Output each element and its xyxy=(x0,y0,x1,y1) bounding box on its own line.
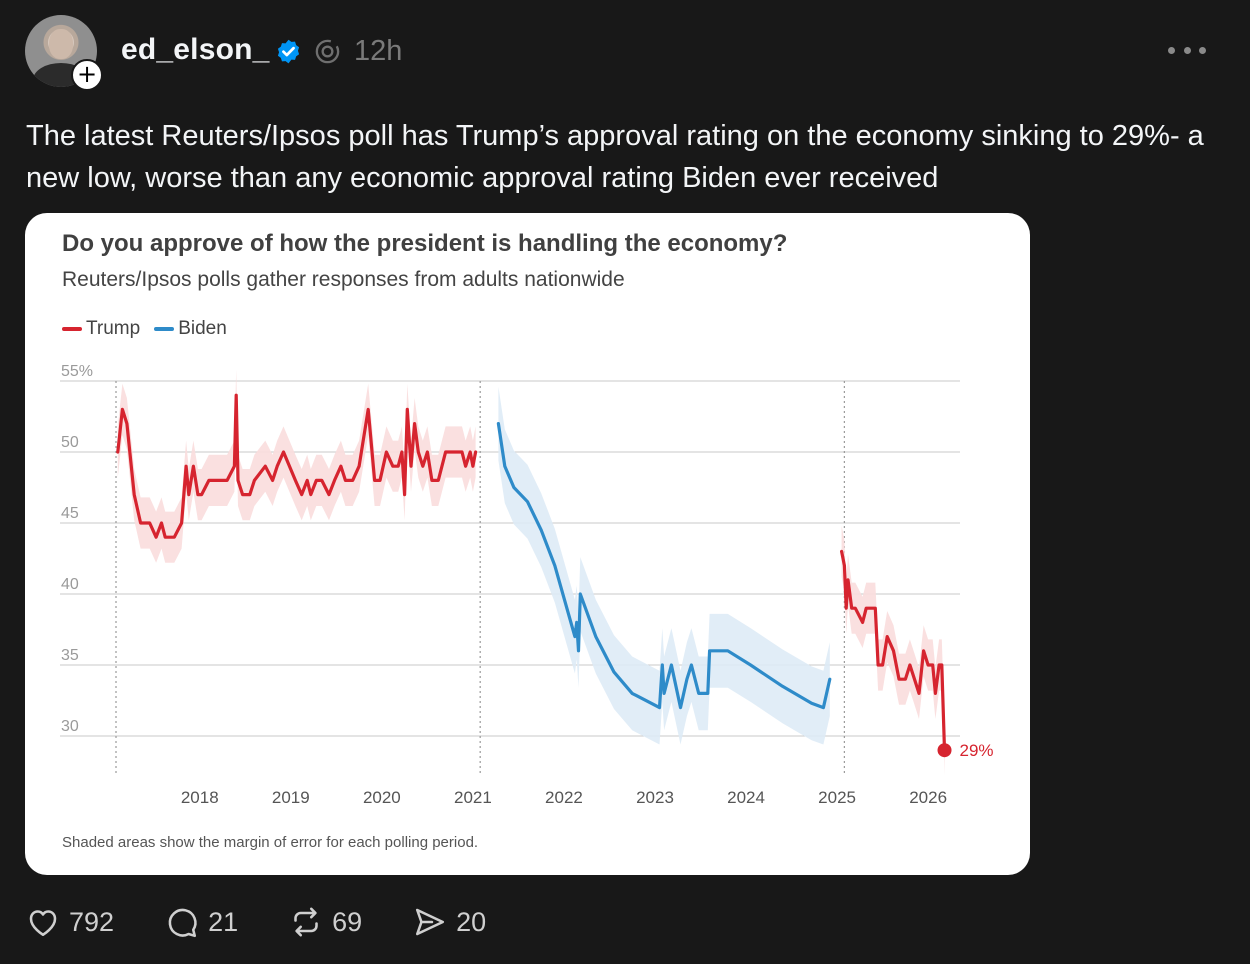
approval-chart: 55% 50 45 40 35 30 2018 2019 2020 2021 2022 2023 202… xyxy=(60,363,994,807)
x-tick-label: 2021 xyxy=(454,788,492,807)
more-dot xyxy=(1168,46,1175,54)
reply-button[interactable]: 21 xyxy=(164,904,238,940)
x-tick-label: 2025 xyxy=(818,788,856,807)
more-dot xyxy=(1199,46,1206,54)
chart-note: Shaded areas show the margin of error fo… xyxy=(62,834,479,851)
send-icon xyxy=(416,908,445,936)
legend-item-biden: Biden xyxy=(154,318,227,340)
legend-item-trump: Trump xyxy=(62,318,140,340)
x-tick-label: 2019 xyxy=(272,788,310,807)
threads-icon xyxy=(315,39,340,64)
share-button[interactable]: 20 xyxy=(412,904,486,940)
chart-legend: Trump Biden xyxy=(62,318,227,340)
latest-value-dot xyxy=(937,743,952,758)
legend-label-biden: Biden xyxy=(178,318,227,339)
plus-icon[interactable]: + xyxy=(71,59,103,91)
comment-icon xyxy=(168,908,197,938)
x-tick-label: 2018 xyxy=(181,788,219,807)
y-tick-label: 40 xyxy=(61,576,79,593)
y-tick-label: 50 xyxy=(61,434,79,451)
share-count: 20 xyxy=(456,906,487,937)
post-timestamp: 12h xyxy=(354,35,403,67)
post-text: The latest Reuters/Ipsos poll has Trump’… xyxy=(26,120,1204,194)
series-line-trump xyxy=(840,549,947,752)
y-tick-label: 45 xyxy=(61,505,79,522)
x-tick-label: 2022 xyxy=(545,788,583,807)
more-dot xyxy=(1183,46,1191,54)
y-tick-label: 35 xyxy=(61,647,79,664)
legend-swatch-trump xyxy=(62,327,82,331)
y-tick-label: 55% xyxy=(61,363,93,380)
like-button[interactable]: 792 xyxy=(25,904,114,940)
legend-label-trump: Trump xyxy=(86,318,141,339)
repost-icon xyxy=(294,907,318,937)
series-line-biden xyxy=(496,422,832,710)
chart-title: Do you approve of how the president is h… xyxy=(62,230,788,257)
avatar[interactable]: + xyxy=(25,15,103,91)
avatar-face xyxy=(49,29,73,59)
margin-of-error-band xyxy=(117,369,476,563)
chart-card[interactable]: Do you approve of how the president is h… xyxy=(25,213,1030,875)
heart-icon xyxy=(29,910,57,937)
repost-count: 69 xyxy=(332,906,363,937)
margin-of-error-band xyxy=(498,386,830,745)
latest-value-label: 29% xyxy=(960,741,994,760)
reply-count: 21 xyxy=(208,906,239,937)
x-tick-label: 2024 xyxy=(727,788,765,807)
legend-swatch-biden xyxy=(154,327,175,331)
series-line-trump xyxy=(116,393,478,539)
chart-subtitle: Reuters/Ipsos polls gather responses fro… xyxy=(62,268,625,291)
action-bar: 792 21 69 20 xyxy=(25,900,536,944)
repost-button[interactable]: 69 xyxy=(288,904,362,940)
avatar-photo xyxy=(25,15,97,87)
x-tick-label: 2023 xyxy=(636,788,674,807)
like-count: 792 xyxy=(69,906,115,937)
verified-badge-icon xyxy=(277,39,300,64)
x-tick-label: 2020 xyxy=(363,788,401,807)
more-icon[interactable] xyxy=(1168,40,1206,60)
username[interactable]: ed_elson_ xyxy=(121,33,270,66)
y-tick-label: 30 xyxy=(61,718,79,735)
x-tick-label: 2026 xyxy=(909,788,947,807)
